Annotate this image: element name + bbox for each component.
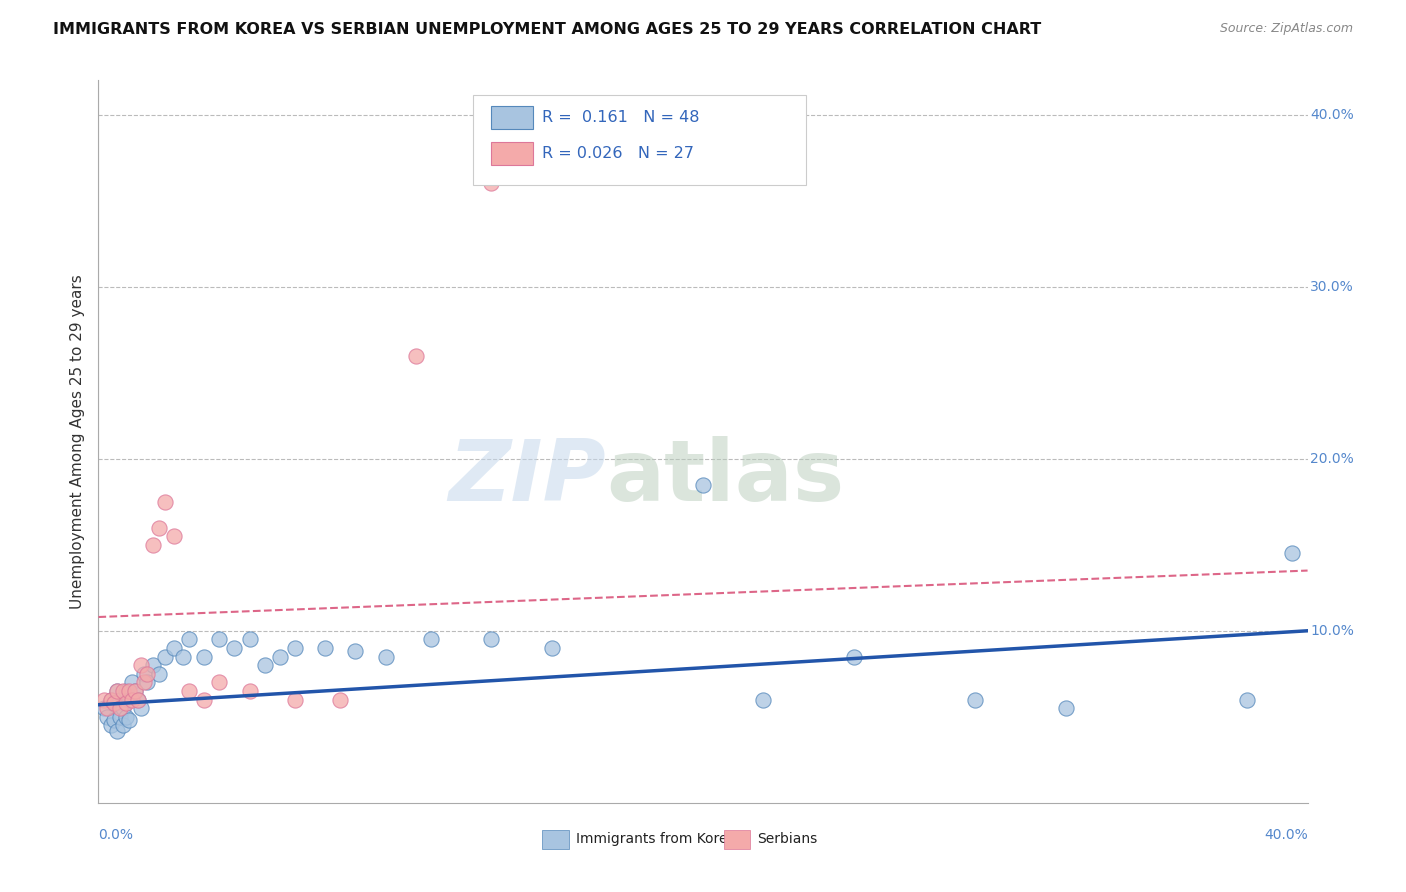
Text: atlas: atlas	[606, 436, 845, 519]
Point	[129, 658, 152, 673]
Point	[121, 692, 143, 706]
Point	[153, 649, 176, 664]
Point	[108, 710, 131, 724]
Point	[124, 684, 146, 698]
Text: R = 0.026   N = 27: R = 0.026 N = 27	[543, 145, 695, 161]
Point	[114, 684, 136, 698]
FancyBboxPatch shape	[492, 142, 533, 165]
Point	[114, 696, 136, 710]
Point	[118, 684, 141, 698]
Text: 40.0%: 40.0%	[1310, 108, 1354, 121]
Point	[127, 692, 149, 706]
Point	[100, 692, 122, 706]
Point	[127, 692, 149, 706]
FancyBboxPatch shape	[492, 105, 533, 128]
Point	[96, 701, 118, 715]
Text: 10.0%: 10.0%	[1310, 624, 1354, 638]
Point	[111, 684, 134, 698]
Point	[135, 675, 157, 690]
Point	[105, 684, 128, 698]
Point	[142, 538, 165, 552]
Point	[100, 692, 122, 706]
Point	[253, 658, 276, 673]
FancyBboxPatch shape	[724, 830, 751, 849]
Point	[105, 684, 128, 698]
Point	[692, 477, 714, 491]
Point	[1281, 546, 1303, 560]
Point	[100, 718, 122, 732]
Text: Source: ZipAtlas.com: Source: ZipAtlas.com	[1219, 22, 1353, 36]
Point	[132, 675, 155, 690]
Point	[284, 692, 307, 706]
Point	[239, 632, 262, 647]
Text: 20.0%: 20.0%	[1310, 451, 1354, 466]
Point	[114, 710, 136, 724]
Point	[105, 723, 128, 738]
Point	[93, 701, 115, 715]
Point	[239, 684, 262, 698]
Point	[129, 701, 152, 715]
Text: 30.0%: 30.0%	[1310, 280, 1354, 293]
Point	[179, 632, 201, 647]
Point	[103, 696, 125, 710]
Point	[752, 692, 775, 706]
Point	[132, 666, 155, 681]
Point	[844, 649, 866, 664]
Point	[374, 649, 396, 664]
Point	[153, 494, 176, 508]
Text: Serbians: Serbians	[758, 832, 818, 846]
Point	[103, 713, 125, 727]
Point	[172, 649, 194, 664]
Point	[193, 649, 215, 664]
Point	[96, 710, 118, 724]
Point	[193, 692, 215, 706]
FancyBboxPatch shape	[543, 830, 569, 849]
Point	[344, 644, 367, 658]
FancyBboxPatch shape	[474, 95, 806, 185]
Text: 40.0%: 40.0%	[1264, 828, 1308, 842]
Point	[224, 640, 246, 655]
Point	[121, 675, 143, 690]
Point	[314, 640, 336, 655]
Point	[1054, 701, 1077, 715]
Point	[420, 632, 443, 647]
Point	[208, 675, 231, 690]
Point	[284, 640, 307, 655]
Text: IMMIGRANTS FROM KOREA VS SERBIAN UNEMPLOYMENT AMONG AGES 25 TO 29 YEARS CORRELAT: IMMIGRANTS FROM KOREA VS SERBIAN UNEMPLO…	[53, 22, 1042, 37]
Point	[163, 529, 186, 543]
Point	[481, 632, 503, 647]
Point	[108, 701, 131, 715]
Point	[135, 666, 157, 681]
Point	[481, 177, 503, 191]
Text: 0.0%: 0.0%	[98, 828, 134, 842]
Text: ZIP: ZIP	[449, 436, 606, 519]
Point	[163, 640, 186, 655]
Point	[540, 640, 562, 655]
Point	[405, 349, 427, 363]
Point	[329, 692, 352, 706]
Text: Immigrants from Korea: Immigrants from Korea	[576, 832, 737, 846]
Point	[111, 701, 134, 715]
Point	[108, 692, 131, 706]
Point	[93, 692, 115, 706]
Point	[179, 684, 201, 698]
Point	[965, 692, 987, 706]
Point	[111, 718, 134, 732]
Point	[118, 713, 141, 727]
Point	[208, 632, 231, 647]
Point	[118, 692, 141, 706]
Y-axis label: Unemployment Among Ages 25 to 29 years: Unemployment Among Ages 25 to 29 years	[69, 274, 84, 609]
Point	[142, 658, 165, 673]
Point	[148, 666, 170, 681]
Text: R =  0.161   N = 48: R = 0.161 N = 48	[543, 110, 700, 125]
Point	[148, 520, 170, 534]
Point	[124, 684, 146, 698]
Point	[103, 696, 125, 710]
Point	[1236, 692, 1258, 706]
Point	[269, 649, 291, 664]
